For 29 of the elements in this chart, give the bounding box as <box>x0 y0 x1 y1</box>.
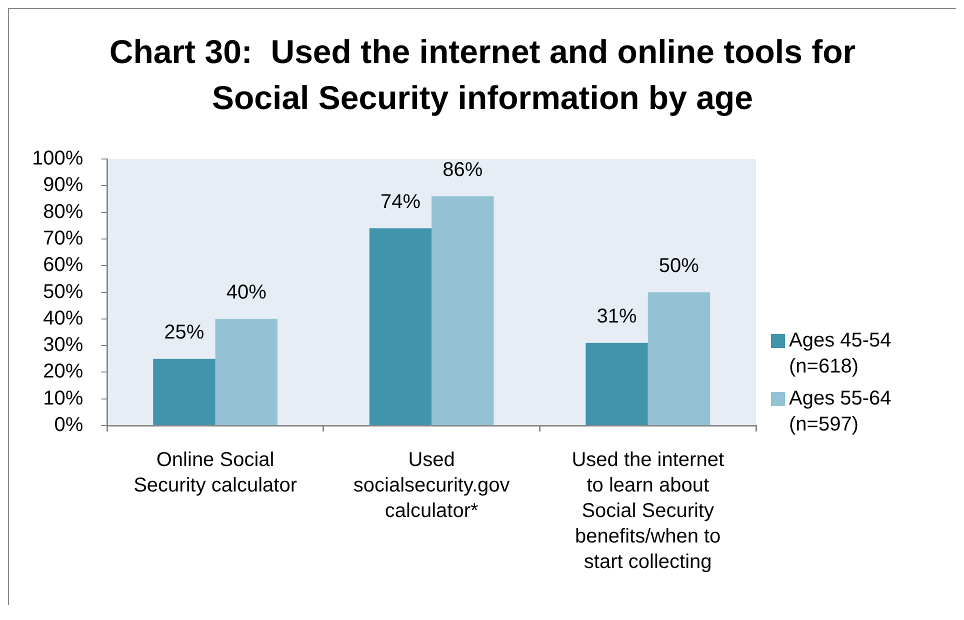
data-label: 25% <box>164 321 204 344</box>
data-label: 50% <box>658 254 700 277</box>
y-tick-label: 80% <box>43 200 84 223</box>
bar <box>648 292 710 425</box>
x-tick-label: Online Social Security calculator <box>134 448 298 496</box>
x-tick-label: Used socialsecurity.gov calculator* <box>353 448 510 522</box>
data-label: 31% <box>596 305 637 328</box>
bar <box>586 342 648 425</box>
data-label: 40% <box>226 281 267 304</box>
y-tick-label: 50% <box>43 280 84 303</box>
y-tick-label: 60% <box>43 254 84 276</box>
bar <box>432 196 494 425</box>
y-tick-label: 70% <box>43 227 84 250</box>
x-tick-label: Used the internet to learn about Social Security benefits/when to start collecting <box>572 448 724 573</box>
y-tick-label: 100% <box>32 148 84 170</box>
y-tick-label: 20% <box>43 360 84 383</box>
data-label: 74% <box>380 190 421 213</box>
bar <box>215 318 278 425</box>
y-tick-label: 40% <box>43 307 84 330</box>
chart-title: Chart 30: Used the internet and online tools for Social Security information by age <box>108 32 857 118</box>
y-tick-label: 30% <box>43 334 84 356</box>
legend-label: Ages 55-64 (n=597) <box>789 388 892 436</box>
bar <box>369 228 432 425</box>
y-tick-label: 10% <box>43 387 84 410</box>
bar <box>153 358 216 425</box>
legend-label: Ages 45-54 (n=618) <box>789 330 892 378</box>
y-tick-label: 0% <box>54 414 84 436</box>
y-tick-label: 90% <box>43 174 84 196</box>
data-label: 86% <box>442 158 483 181</box>
